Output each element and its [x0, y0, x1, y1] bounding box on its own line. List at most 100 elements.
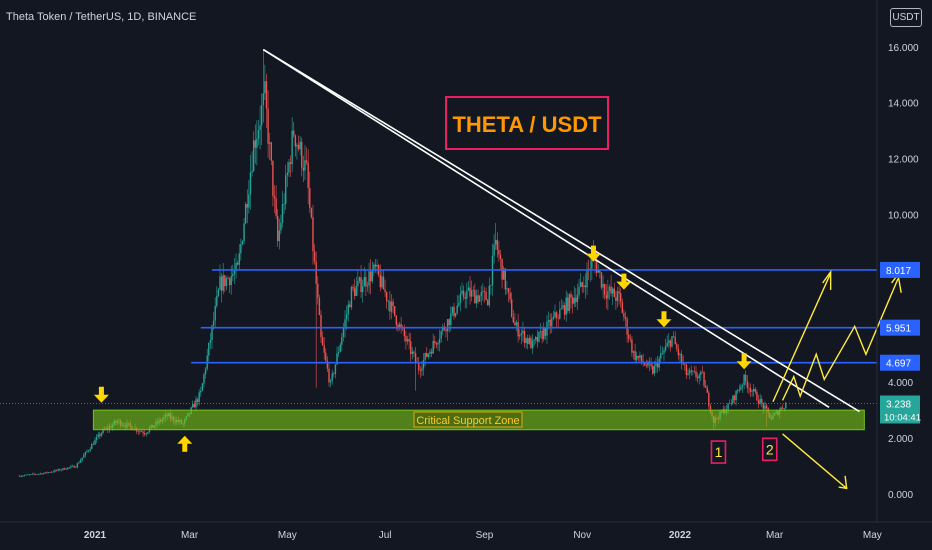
candle-body [571, 297, 574, 304]
candle-body [469, 287, 471, 297]
projection-up-head [822, 269, 832, 290]
candle-body [741, 385, 744, 387]
arrow-down-shape [656, 311, 672, 328]
candle-body [67, 467, 69, 470]
candle-body [687, 373, 689, 375]
candle-body [765, 405, 768, 409]
candle-body [328, 368, 330, 383]
candle-body [143, 433, 146, 435]
candle-body [256, 138, 258, 148]
candle-body [615, 297, 617, 301]
candle-body [706, 387, 708, 393]
candle-body [203, 374, 205, 384]
candle-body [655, 362, 657, 366]
candle-body [764, 405, 766, 409]
candle-body [25, 474, 27, 476]
candle-body [329, 380, 332, 383]
arrow-up-icon [177, 435, 193, 452]
candle-body [466, 290, 468, 299]
candle-body [698, 375, 700, 379]
candle-body [599, 270, 601, 273]
candle-body [227, 278, 229, 279]
candle-body [68, 467, 71, 468]
y-tick-label: 10.000 [888, 211, 919, 222]
currency-button[interactable]: USDT [890, 8, 922, 27]
candle-body [445, 329, 447, 332]
candle-body [597, 270, 599, 273]
candle-body [544, 328, 547, 336]
candle-body [482, 291, 484, 293]
candle-body [535, 337, 537, 340]
candle-body [86, 451, 88, 453]
candle-body [99, 434, 101, 436]
candle-body [52, 471, 55, 473]
candle-body [302, 167, 305, 171]
candle-body [361, 286, 364, 293]
candle-body [483, 291, 486, 292]
candle-body [446, 319, 449, 332]
candle-body [422, 359, 425, 369]
candle-body [461, 290, 463, 294]
candle-body [515, 322, 518, 326]
candle-body [579, 282, 582, 288]
chart-title-box: THETA / USDT [445, 96, 609, 150]
candle-body [610, 286, 612, 294]
candle-body [761, 398, 763, 404]
candle-body [626, 318, 628, 335]
candle-body [368, 271, 370, 286]
candle-body [241, 241, 244, 245]
candle-body [334, 364, 337, 374]
candle-body [746, 381, 749, 388]
x-tick-label: 2022 [669, 530, 692, 541]
candle-body [273, 195, 276, 199]
candle-body [583, 285, 585, 287]
candle-body [310, 207, 313, 218]
candle-body [230, 276, 232, 286]
candle-body [89, 448, 91, 451]
candle-body [36, 474, 39, 475]
candle-body [204, 368, 207, 375]
candle-body [94, 440, 96, 445]
candle-body [668, 340, 670, 343]
candle-body [219, 276, 221, 290]
candle-body [525, 338, 527, 343]
price-label-text: 4.697 [886, 359, 911, 370]
candle-body [661, 353, 664, 354]
x-tick-label: Mar [766, 530, 784, 541]
candle-body [293, 130, 295, 136]
candle-body [257, 129, 260, 139]
candle-body [426, 353, 428, 357]
candle-body [411, 351, 414, 354]
candle-body [198, 392, 200, 402]
candle-body [76, 463, 79, 468]
candle-body [260, 104, 263, 126]
candle-body [494, 239, 497, 245]
candle-body [259, 125, 261, 130]
candle-body [294, 135, 297, 147]
candle-body [51, 471, 53, 473]
candle-body [33, 473, 35, 475]
candle-body [57, 469, 59, 471]
candle-body [527, 338, 529, 344]
x-tick-label: Nov [573, 530, 591, 541]
candle-body [373, 264, 375, 272]
candle-body [624, 317, 627, 319]
candle-body [387, 301, 390, 302]
candle-body [371, 271, 373, 282]
candle-body [214, 305, 216, 321]
candle-body [238, 253, 240, 265]
x-tick-label: 2021 [84, 530, 107, 541]
candle-body [360, 277, 362, 293]
candle-body [20, 476, 22, 477]
candle-body [756, 391, 758, 401]
candle-body [448, 319, 450, 326]
arrow-down-icon [616, 273, 632, 290]
candle-body [704, 385, 707, 388]
candle-body [563, 305, 566, 315]
candle-body [289, 162, 292, 165]
candle-body [49, 472, 51, 473]
projection-down-line [782, 433, 848, 489]
candle-body [60, 469, 63, 471]
candle-body [75, 467, 77, 468]
